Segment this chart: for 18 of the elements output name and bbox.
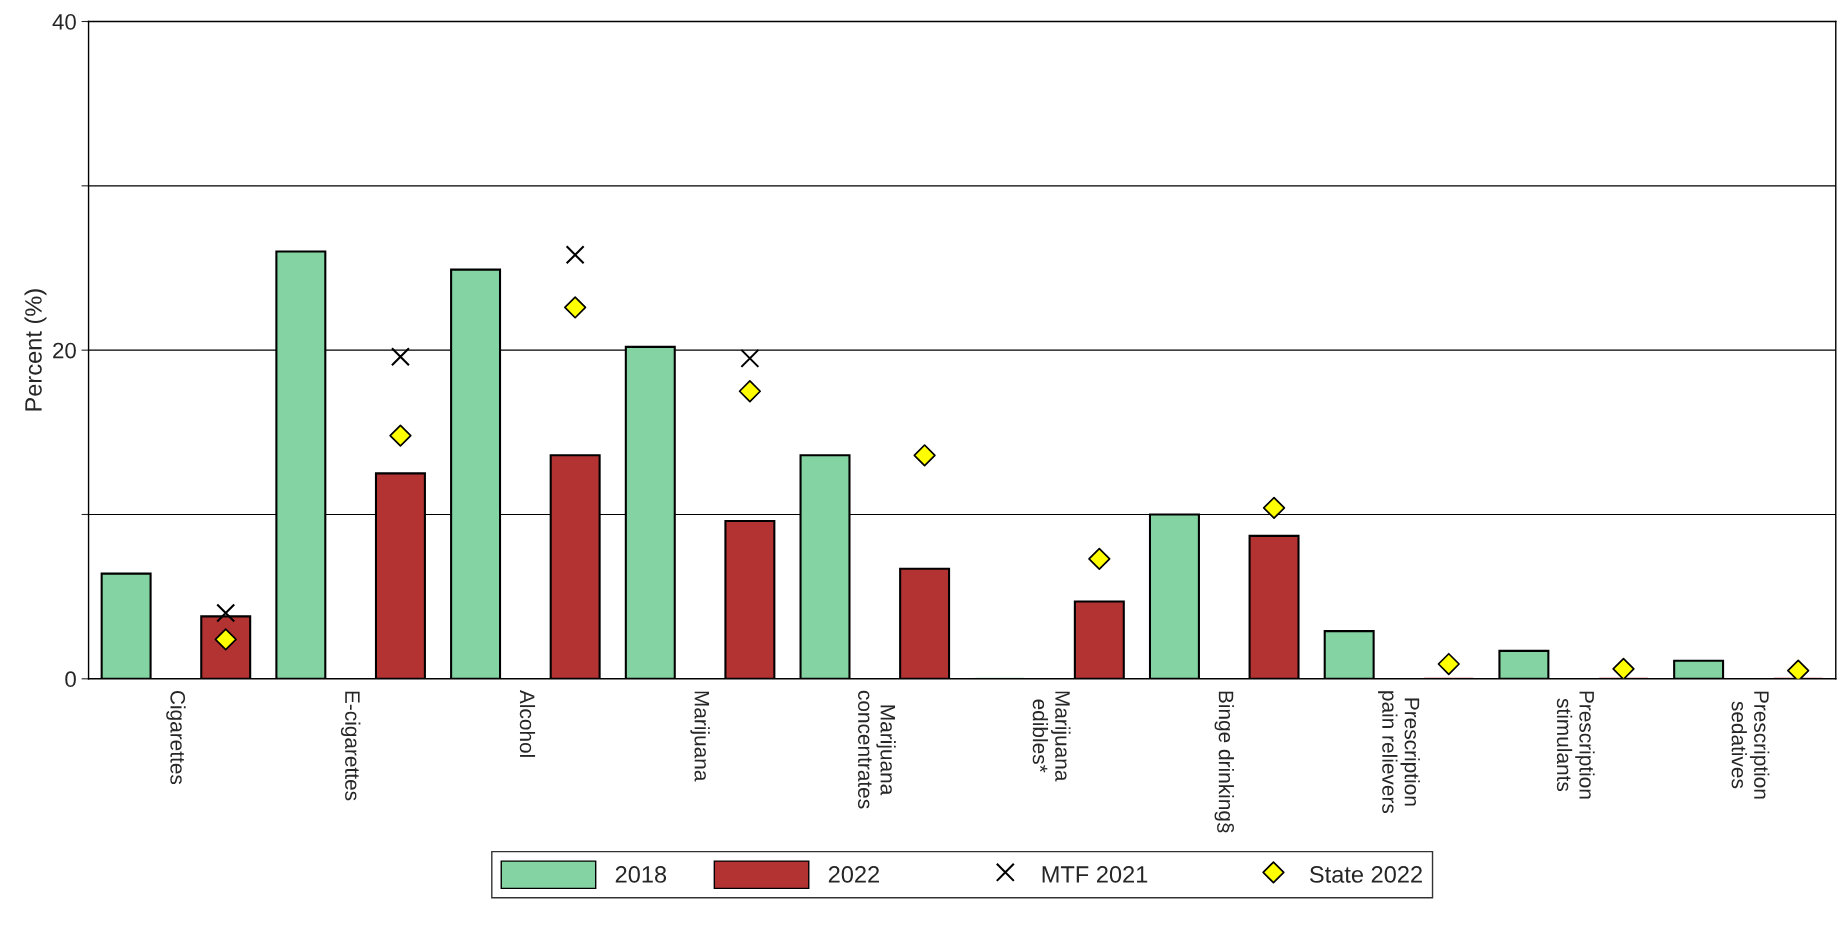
y-tick-label: 20 <box>53 342 76 359</box>
x-tick-label: Prescription stimulants <box>1556 691 1595 799</box>
x-tick-label: Prescription pain relievers <box>1378 691 1420 814</box>
x-tick-label: Marijuana edibles* <box>1032 691 1071 782</box>
x-tick-label: Prescription sedatives <box>1731 691 1770 799</box>
legend-label: MTF 2021 <box>1042 866 1148 883</box>
x-tick-label: Marijuana concentrates <box>857 690 896 809</box>
x-tick-label: Cigarettes <box>166 690 186 785</box>
y-axis-title: Percent (%) <box>24 289 47 411</box>
y-tick-label: 40 <box>52 14 76 30</box>
y-tick-label: 0 <box>65 671 76 688</box>
x-tick-label: Alcohol <box>519 689 536 757</box>
legend-label: 2022 <box>828 866 879 883</box>
x-tick-label: Marijuana <box>690 691 710 782</box>
x-tick-label: E-cigarettes <box>340 691 361 801</box>
legend-label: State 2022 <box>1309 866 1422 883</box>
x-tick-label: Binge drinking§ <box>1214 691 1234 833</box>
legend-label: 2018 <box>615 866 667 883</box>
